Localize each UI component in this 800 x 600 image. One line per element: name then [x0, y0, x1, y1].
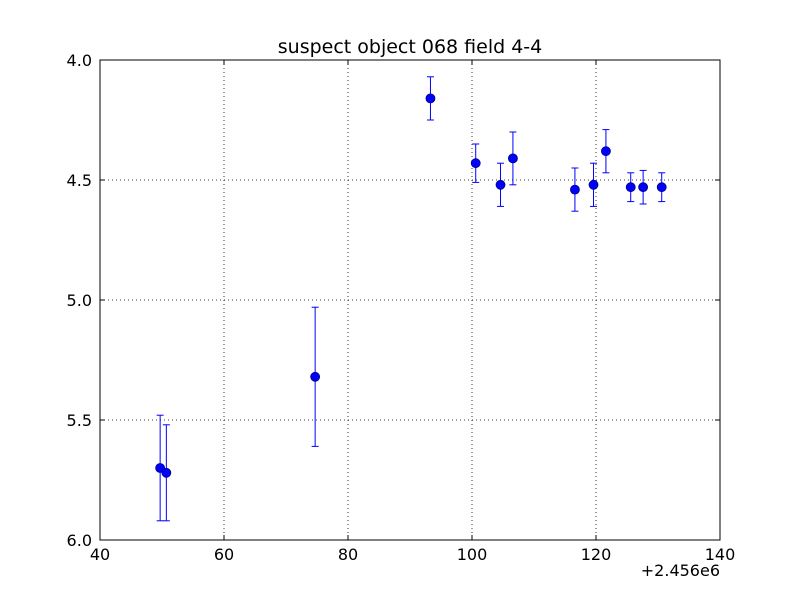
x-tick-label: 120 [581, 545, 612, 564]
x-axis-offset-label: +2.456e6 [641, 561, 720, 580]
data-point-group [470, 143, 481, 183]
data-point [508, 153, 518, 164]
data-point [310, 371, 321, 382]
y-tick-label: 6.0 [67, 531, 92, 550]
y-tick-label: 4.0 [67, 51, 92, 70]
data-point [588, 179, 599, 190]
data-series [155, 76, 667, 522]
data-point-group [588, 162, 599, 207]
data-point [601, 146, 611, 157]
grid [100, 60, 720, 540]
data-point [495, 179, 506, 190]
x-tick-label: 40 [90, 545, 110, 564]
data-point-group [601, 129, 611, 174]
data-point [638, 182, 649, 193]
data-point-group [656, 172, 667, 203]
data-point [625, 182, 636, 193]
data-point-group [508, 131, 518, 186]
data-point [570, 184, 580, 195]
axis-ticks: 40 60 80 100 120 140 4.0 4.5 5.0 5.5 6.0 [67, 51, 736, 564]
data-point-group [161, 424, 172, 522]
x-tick-label: 60 [214, 545, 234, 564]
data-point-group [425, 76, 436, 121]
x-tick-label: 100 [457, 545, 488, 564]
data-point-group [625, 172, 636, 203]
data-point-group [570, 167, 580, 212]
data-point [425, 93, 436, 104]
chart-title: suspect object 068 field 4-4 [278, 36, 543, 58]
data-point-group [495, 162, 506, 207]
y-tick-label: 4.5 [67, 171, 92, 190]
y-tick-label: 5.0 [67, 291, 92, 310]
data-point [470, 158, 481, 169]
data-point-group [310, 306, 321, 447]
data-point [161, 467, 172, 478]
y-tick-label: 5.5 [67, 411, 92, 430]
x-tick-label: 80 [338, 545, 358, 564]
data-point-group [638, 169, 649, 205]
x-tick-label: 140 [705, 545, 736, 564]
data-point [656, 182, 667, 193]
